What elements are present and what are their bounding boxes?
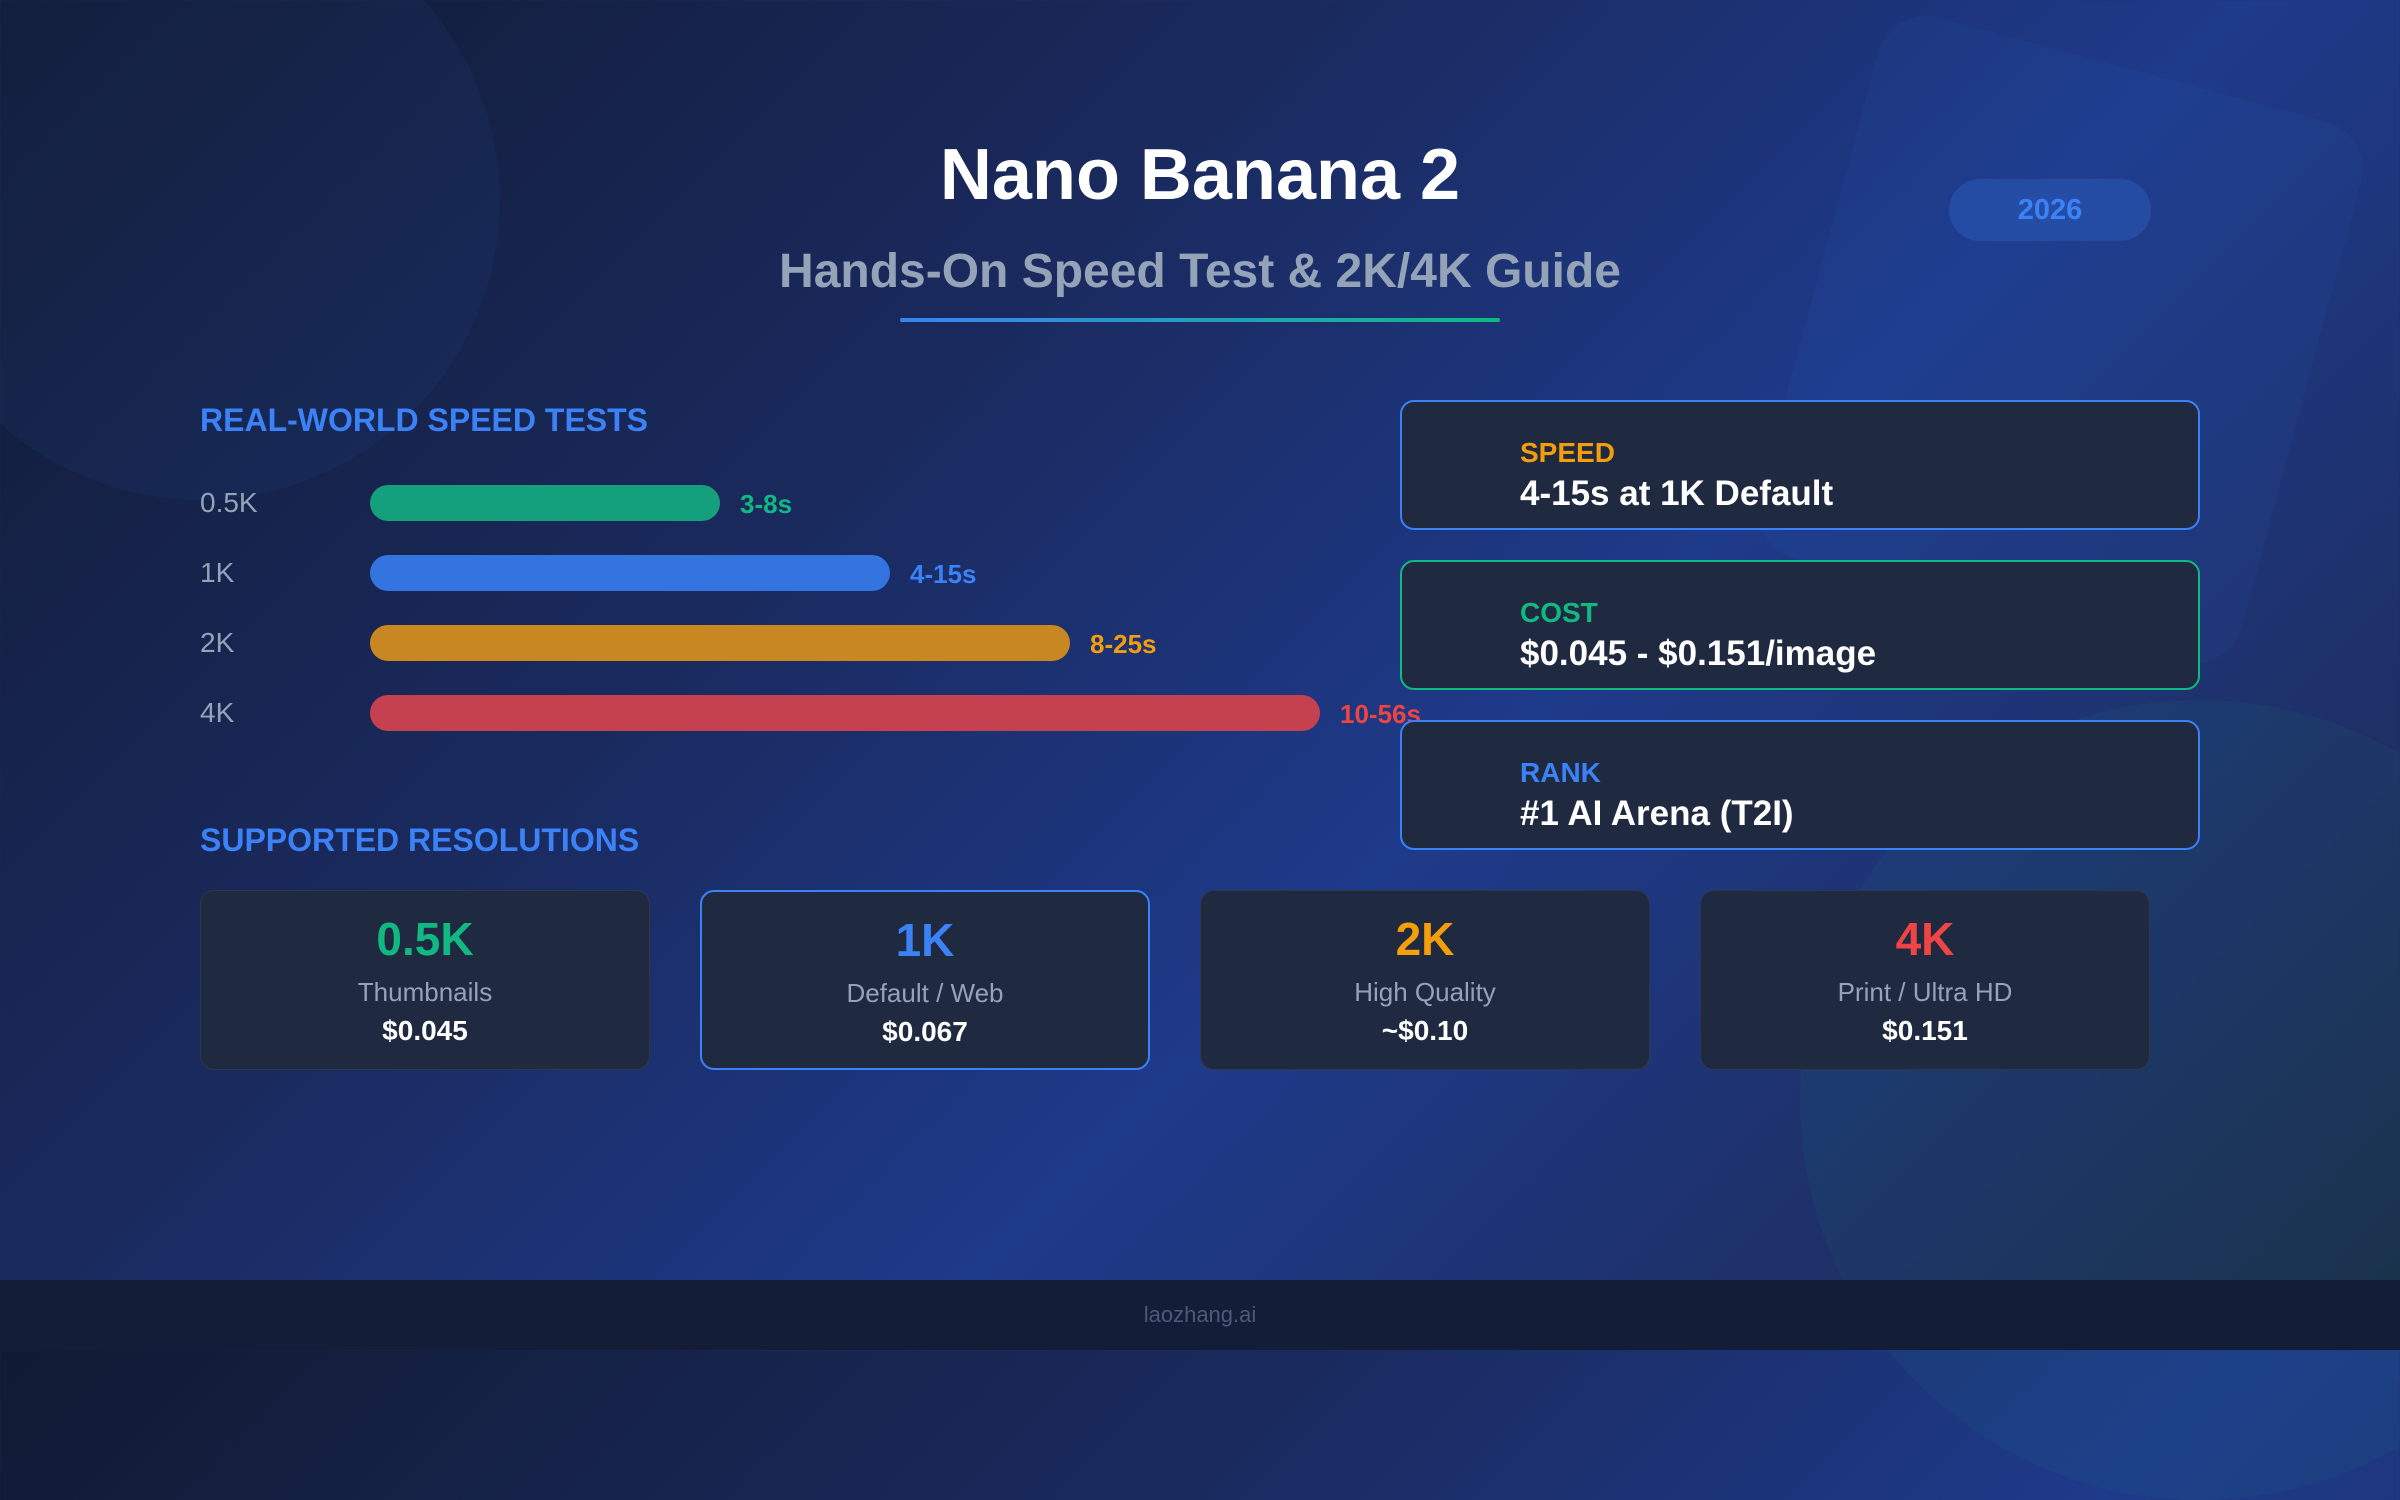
resolution-name: 4K	[1895, 913, 1955, 965]
time-range-label: 8-25s	[1090, 629, 1157, 659]
supported-resolutions-heading: SUPPORTED RESOLUTIONS	[200, 822, 640, 858]
page-subtitle: Hands-On Speed Test & 2K/4K Guide	[779, 245, 1621, 298]
speed-bar	[370, 695, 1320, 731]
resolution-name: 2K	[1395, 913, 1455, 965]
resolution-label: 2K	[200, 627, 235, 658]
resolution-label: 4K	[200, 697, 235, 728]
resolution-name: 0.5K	[376, 913, 474, 965]
speed-row-2k: 2K 8-25s	[200, 625, 1450, 661]
info-card-kicker: SPEED	[1520, 437, 1615, 468]
resolution-price: $0.151	[1882, 1015, 1968, 1046]
info-card-kicker: RANK	[1520, 757, 1601, 788]
resolution-use-case: High Quality	[1354, 977, 1496, 1007]
resolution-label: 0.5K	[200, 487, 258, 518]
speed-bar	[370, 485, 720, 521]
info-card-kicker: COST	[1520, 597, 1598, 628]
speed-row-4k: 4K 10-56s	[200, 695, 1450, 731]
footer-brand-text: laozhang.ai	[1143, 1302, 1257, 1327]
speed-tests-heading: REAL-WORLD SPEED TESTS	[200, 402, 649, 438]
speed-row-1k: 1K 4-15s	[200, 555, 1450, 591]
resolution-use-case: Print / Ultra HD	[1837, 977, 2013, 1007]
info-card-value: 4-15s at 1K Default	[1520, 474, 1834, 513]
time-range-label: 3-8s	[740, 489, 793, 519]
info-card-speed: SPEED 4-15s at 1K Default	[1400, 400, 2200, 530]
year-badge: 2026	[1949, 179, 2151, 241]
info-card-cost: COST $0.045 - $0.151/image	[1400, 560, 2200, 690]
title-underline-divider	[900, 318, 1500, 322]
resolution-price: $0.045	[382, 1015, 468, 1046]
resolution-name: 1K	[895, 914, 955, 966]
resolution-card-0-5k: 0.5K Thumbnails $0.045	[200, 890, 650, 1070]
resolution-price: $0.067	[882, 1016, 968, 1047]
speed-row-0-5k: 0.5K 3-8s	[200, 485, 1450, 521]
resolution-label: 1K	[200, 557, 235, 588]
info-card-rank: RANK #1 AI Arena (T2I)	[1400, 720, 2200, 850]
info-card-value: #1 AI Arena (T2I)	[1520, 794, 1794, 833]
resolution-card-4k: 4K Print / Ultra HD $0.151	[1700, 890, 2150, 1070]
resolution-use-case: Thumbnails	[357, 977, 493, 1007]
info-card-value: $0.045 - $0.151/image	[1520, 634, 1877, 673]
resolution-card-2k: 2K High Quality ~$0.10	[1200, 890, 1650, 1070]
resolution-card-1k: 1K Default / Web $0.067	[700, 890, 1150, 1070]
speed-bar	[370, 555, 890, 591]
footer: laozhang.ai	[0, 1280, 2400, 1350]
resolution-price: ~$0.10	[1381, 1015, 1469, 1046]
page-title: Nano Banana 2	[939, 135, 1461, 215]
speed-bar	[370, 625, 1070, 661]
time-range-label: 4-15s	[910, 559, 977, 589]
resolution-use-case: Default / Web	[846, 978, 1004, 1008]
